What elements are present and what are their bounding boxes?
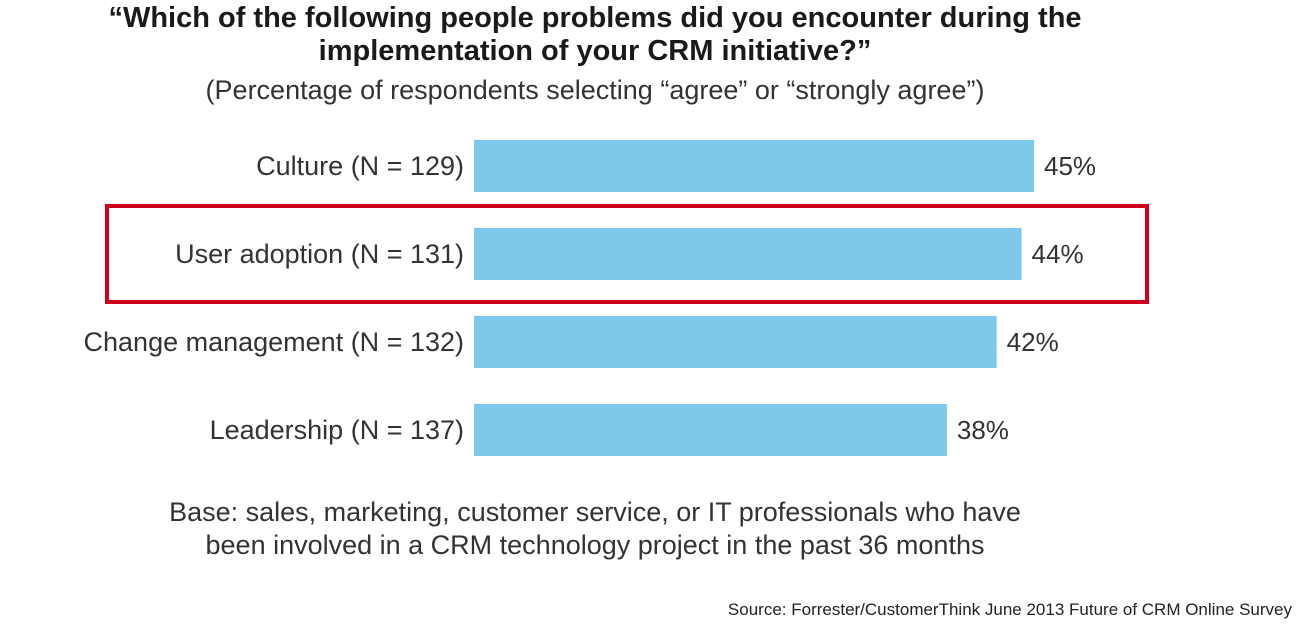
chart-title: “Which of the following people problems … — [0, 2, 1190, 68]
bar — [474, 140, 1034, 192]
bar — [474, 228, 1022, 280]
category-label: Change management (N = 132) — [84, 327, 464, 357]
category-label: User adoption (N = 131) — [175, 239, 464, 269]
highlight-box — [105, 204, 1149, 304]
bar — [474, 316, 997, 368]
bar — [474, 404, 947, 456]
value-label: 42% — [1007, 327, 1059, 357]
base-note-line-2: been involved in a CRM technology projec… — [205, 530, 985, 560]
base-note-line-1: Base: sales, marketing, customer service… — [169, 497, 1021, 527]
chart-title-line-1: “Which of the following people problems … — [108, 2, 1082, 34]
value-label: 44% — [1032, 239, 1084, 269]
category-label: Culture (N = 129) — [256, 151, 464, 181]
base-note: Base: sales, marketing, customer service… — [0, 496, 1190, 562]
category-label: Leadership (N = 137) — [210, 415, 464, 445]
source-note: Source: Forrester/CustomerThink June 201… — [727, 600, 1292, 619]
bar-chart: Culture (N = 129) 45% User adoption (N = 1… — [84, 140, 1149, 456]
value-label: 45% — [1044, 151, 1096, 181]
chart-subtitle: (Percentage of respondents selecting “ag… — [205, 75, 985, 105]
chart-title-line-2: implementation of your CRM initiative?” — [318, 35, 872, 67]
value-label: 38% — [957, 415, 1009, 445]
